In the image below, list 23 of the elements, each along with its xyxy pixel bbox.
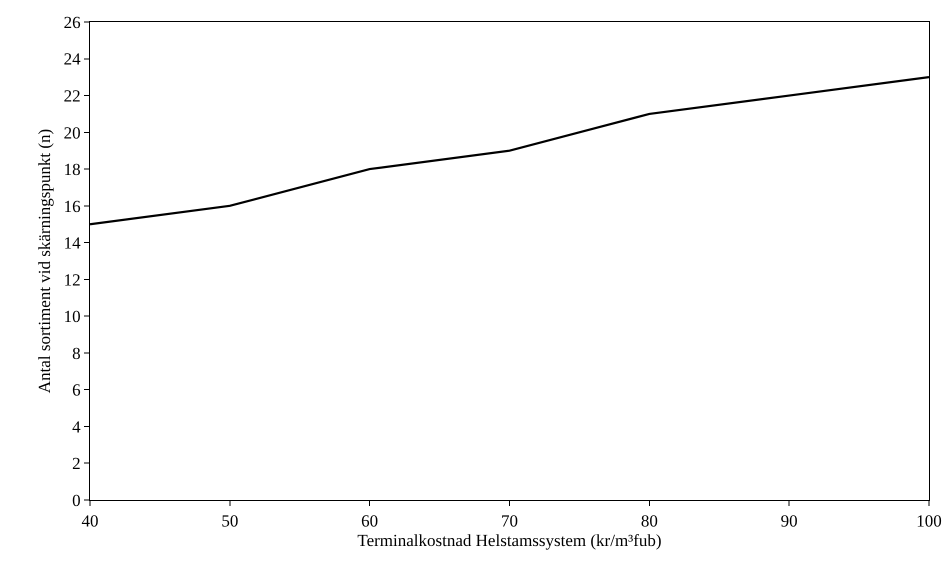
x-tick-label: 70 (501, 511, 518, 530)
x-tick-label: 40 (82, 511, 98, 530)
y-axis-title: Antal sortiment vid skärningspunkt (n) (35, 128, 54, 394)
y-tick-label: 10 (64, 307, 81, 326)
y-tick-label: 6 (72, 380, 81, 400)
x-axis-title: Terminalkostnad Helstamssystem (kr/m³fub) (357, 530, 662, 550)
x-tick-label: 90 (780, 511, 798, 530)
y-tick-label: 2 (72, 454, 81, 474)
y-tick-label: 14 (64, 234, 82, 253)
x-tick-label: 100 (916, 511, 942, 530)
y-tick-label: 12 (64, 270, 81, 290)
x-tick-label: 50 (221, 511, 238, 530)
y-tick-label: 16 (64, 196, 81, 216)
x-tick-label: 60 (361, 511, 378, 530)
y-tick-label: 8 (72, 344, 81, 363)
y-tick-label: 0 (72, 490, 81, 510)
y-tick-label: 22 (64, 86, 81, 106)
y-tick-label: 26 (64, 12, 81, 32)
y-tick-label: 18 (64, 160, 81, 180)
x-tick-label: 80 (640, 511, 658, 530)
y-tick-label: 24 (64, 50, 82, 69)
y-tick-label: 4 (72, 417, 82, 436)
y-tick-label: 20 (64, 123, 81, 142)
